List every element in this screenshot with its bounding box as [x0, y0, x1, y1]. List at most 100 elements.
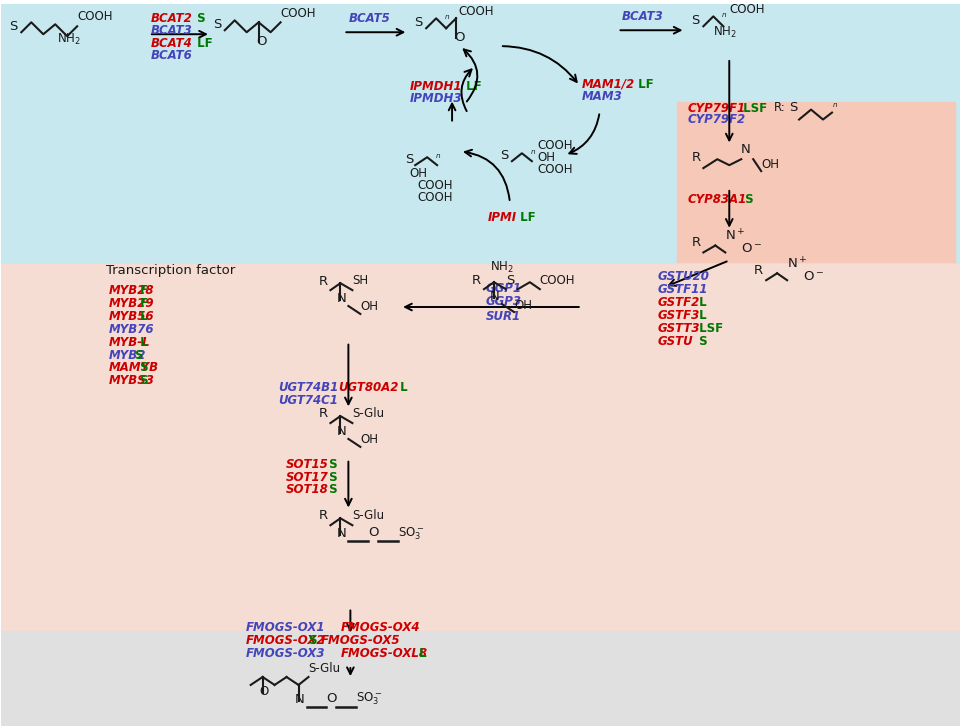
Text: Transcription factor: Transcription factor — [106, 265, 235, 277]
Text: COOH: COOH — [417, 179, 453, 192]
Text: N: N — [336, 292, 346, 305]
Text: S-Glu: S-Glu — [308, 662, 340, 675]
Text: L: L — [696, 309, 707, 322]
Text: COOH: COOH — [538, 163, 574, 176]
Text: COOH: COOH — [540, 274, 576, 287]
Text: GSTF2: GSTF2 — [657, 296, 700, 309]
Text: OH: OH — [360, 433, 379, 446]
Text: F: F — [136, 284, 149, 297]
Text: COOH: COOH — [458, 5, 494, 18]
Text: MYB76: MYB76 — [110, 323, 155, 336]
Text: SOT15: SOT15 — [285, 458, 329, 470]
Text: CYP79F2: CYP79F2 — [687, 113, 746, 126]
Text: SO$_3^-$: SO$_3^-$ — [398, 525, 425, 542]
Text: N: N — [490, 290, 500, 303]
Text: SOT17: SOT17 — [285, 470, 329, 483]
Text: CYP79F1: CYP79F1 — [687, 102, 746, 115]
Text: OH: OH — [514, 299, 531, 312]
Text: R: R — [691, 236, 701, 249]
Text: S: S — [193, 12, 206, 25]
Text: LF: LF — [516, 211, 535, 224]
Text: CYP83A1: CYP83A1 — [687, 193, 747, 206]
Text: UGT74C1: UGT74C1 — [279, 394, 338, 407]
Text: R: R — [318, 510, 328, 522]
Text: MAMYB: MAMYB — [110, 361, 160, 374]
Text: COOH: COOH — [281, 7, 316, 20]
Text: OH: OH — [538, 151, 555, 164]
Text: MYB-L: MYB-L — [110, 336, 151, 349]
Text: BCAT4: BCAT4 — [151, 37, 193, 50]
Text: N: N — [741, 143, 751, 156]
Bar — [1, 265, 960, 631]
Text: IPMI: IPMI — [488, 211, 517, 224]
Text: S: S — [136, 361, 149, 374]
Text: MYB2: MYB2 — [110, 348, 146, 361]
Text: FMOGS-OX4: FMOGS-OX4 — [340, 622, 420, 635]
Text: L: L — [136, 336, 148, 349]
Text: MYB28: MYB28 — [110, 284, 155, 297]
Text: GSTF3: GSTF3 — [657, 309, 700, 322]
Text: R: R — [318, 276, 328, 288]
Text: N: N — [294, 693, 305, 706]
Text: S: S — [326, 458, 338, 470]
Text: MYBS3: MYBS3 — [110, 374, 155, 387]
Text: S-Glu: S-Glu — [353, 407, 384, 420]
Text: R: R — [691, 151, 701, 164]
Text: F: F — [136, 297, 149, 310]
Text: UGT80A2: UGT80A2 — [338, 382, 399, 394]
Text: FMOGS-OX1: FMOGS-OX1 — [246, 622, 325, 635]
Text: S: S — [136, 374, 149, 387]
Text: LSF: LSF — [696, 322, 724, 335]
Text: BCAT5: BCAT5 — [349, 12, 390, 25]
Text: OH: OH — [761, 158, 779, 171]
Bar — [678, 102, 954, 262]
Text: S: S — [696, 334, 708, 348]
Text: S: S — [741, 193, 753, 206]
Text: LF: LF — [462, 80, 481, 93]
Text: O: O — [327, 692, 337, 704]
Text: FMOGS-OX2: FMOGS-OX2 — [246, 634, 325, 647]
Text: OH: OH — [360, 300, 379, 313]
Bar — [1, 4, 960, 265]
Text: O$^-$: O$^-$ — [741, 242, 762, 255]
Text: GGP3: GGP3 — [486, 295, 522, 308]
Text: IPMDH3: IPMDH3 — [410, 92, 462, 105]
Text: BCAT3: BCAT3 — [151, 24, 193, 37]
Text: NH$_2$: NH$_2$ — [58, 32, 81, 47]
Text: FMOGS-OXL8: FMOGS-OXL8 — [340, 647, 428, 660]
Text: BCAT2: BCAT2 — [151, 12, 193, 25]
Text: BCAT6: BCAT6 — [151, 49, 193, 62]
Text: S: S — [500, 149, 508, 162]
Text: LF: LF — [193, 37, 212, 50]
Text: OH: OH — [409, 167, 428, 180]
Text: $_n$: $_n$ — [832, 100, 838, 111]
Text: MAM3: MAM3 — [581, 89, 623, 103]
Text: COOH: COOH — [77, 10, 112, 23]
Text: N: N — [336, 425, 346, 438]
Text: R: R — [472, 274, 481, 287]
Text: R: R — [754, 265, 763, 277]
Text: R: R — [318, 407, 328, 420]
Text: O: O — [257, 35, 267, 48]
Text: NH$_2$: NH$_2$ — [713, 25, 737, 40]
Text: O: O — [368, 526, 379, 539]
Text: S: S — [406, 153, 413, 166]
Text: S: S — [308, 634, 317, 647]
Text: GSTU20: GSTU20 — [657, 270, 709, 284]
Text: MYB56: MYB56 — [110, 310, 155, 323]
Text: GSTT3: GSTT3 — [657, 322, 700, 335]
Text: MAM1/2: MAM1/2 — [581, 78, 635, 91]
Text: FMOGS-OX3: FMOGS-OX3 — [246, 647, 325, 660]
Text: S-Glu: S-Glu — [353, 510, 384, 522]
Text: FMOGS-OX5: FMOGS-OX5 — [320, 634, 400, 647]
Text: GGP1: GGP1 — [486, 282, 522, 295]
Text: N: N — [336, 527, 346, 540]
Bar — [1, 631, 960, 726]
Text: O: O — [259, 685, 269, 698]
Text: L: L — [396, 382, 407, 394]
Text: $_n$: $_n$ — [530, 147, 536, 157]
Text: COOH: COOH — [417, 191, 453, 204]
Text: COOH: COOH — [729, 4, 765, 17]
Text: L: L — [415, 647, 427, 660]
Text: O: O — [455, 31, 464, 44]
